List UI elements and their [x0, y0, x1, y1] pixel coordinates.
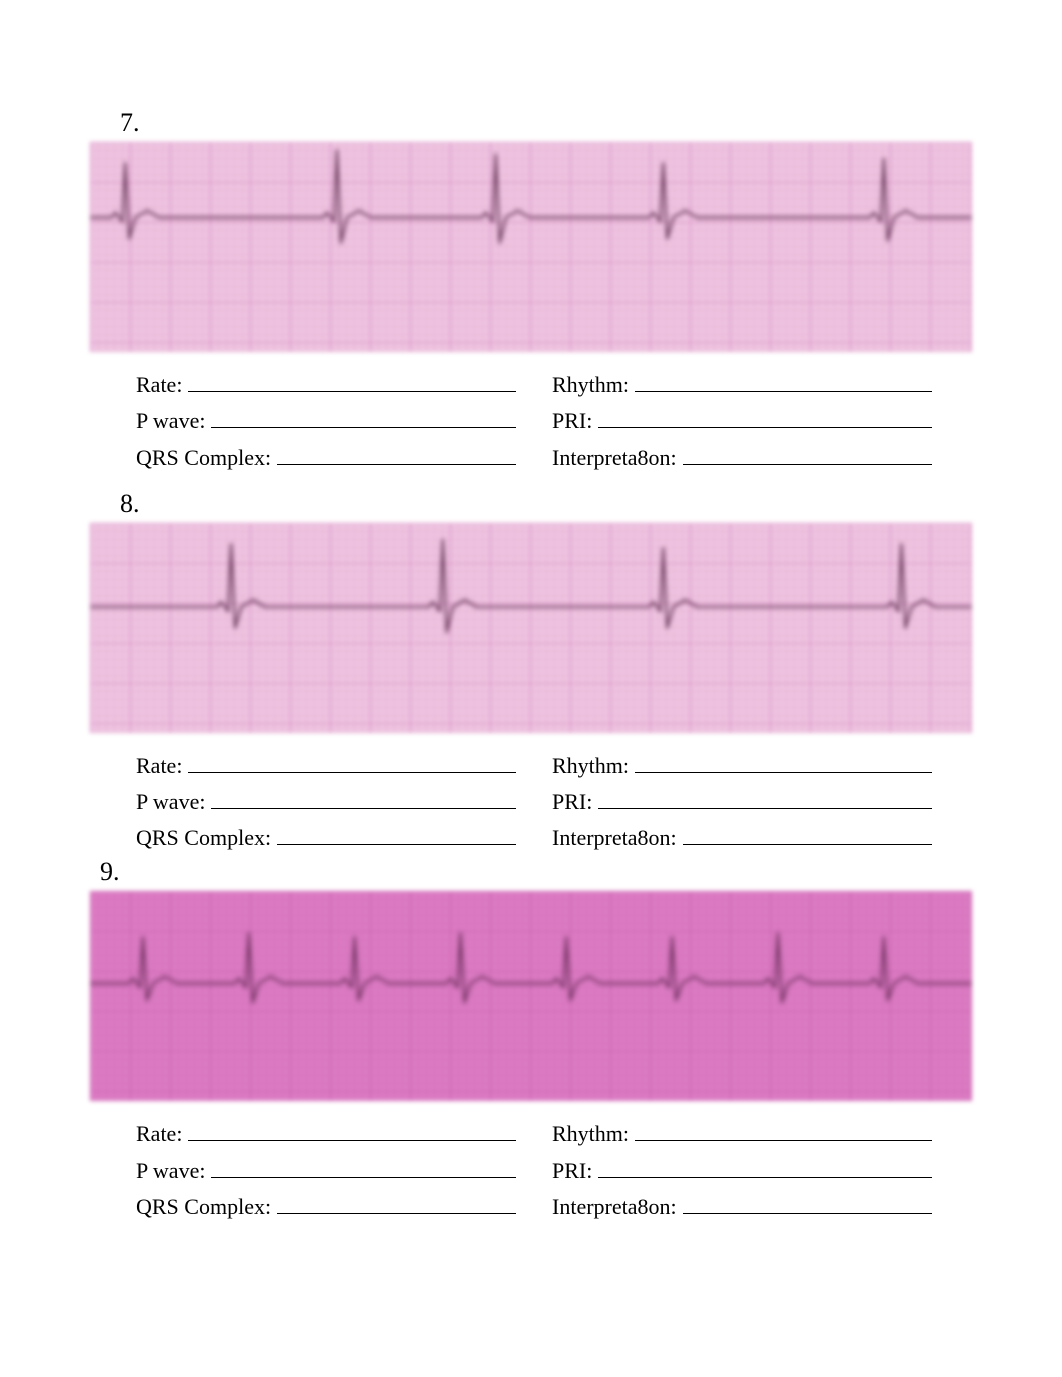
answer-fields: Rate: P wave: QRS Complex: Rhythm: PRI:: [90, 352, 972, 471]
field-label: Rate:: [136, 372, 182, 398]
fields-right-column: Rhythm: PRI: Interpreta8on:: [552, 749, 932, 852]
item-number: 8.: [120, 489, 972, 519]
field-label: Rate:: [136, 753, 182, 779]
field-pri: PRI:: [552, 404, 932, 434]
field-label: QRS Complex:: [136, 1194, 271, 1220]
blank-line[interactable]: [188, 368, 516, 392]
field-rhythm: Rhythm:: [552, 1117, 932, 1147]
field-rhythm: Rhythm:: [552, 368, 932, 398]
blank-line[interactable]: [211, 404, 516, 428]
fields-right-column: Rhythm: PRI: Interpreta8on:: [552, 368, 932, 471]
field-interpretation: Interpreta8on:: [552, 821, 932, 851]
field-qrs-complex: QRS Complex:: [136, 440, 516, 470]
field-interpretation: Interpreta8on:: [552, 440, 932, 470]
field-rhythm: Rhythm:: [552, 749, 932, 779]
blank-line[interactable]: [188, 1117, 516, 1141]
field-pri: PRI:: [552, 785, 932, 815]
field-pri: PRI:: [552, 1153, 932, 1183]
answer-fields: Rate: P wave: QRS Complex: Rhythm: PRI:: [90, 1101, 972, 1220]
blank-line[interactable]: [211, 785, 516, 809]
item-number: 9.: [100, 857, 972, 887]
worksheet-page: 7. Rate: P wave: QRS Complex: Rhythm:: [0, 0, 1062, 1280]
blank-line[interactable]: [683, 821, 932, 845]
blank-line[interactable]: [598, 785, 932, 809]
field-label: QRS Complex:: [136, 445, 271, 471]
field-qrs-complex: QRS Complex:: [136, 821, 516, 851]
blank-line[interactable]: [277, 1190, 516, 1214]
item-number: 7.: [120, 108, 972, 138]
field-rate: Rate:: [136, 749, 516, 779]
fields-left-column: Rate: P wave: QRS Complex:: [136, 749, 516, 852]
field-label: P wave:: [136, 789, 205, 815]
field-label: Interpreta8on:: [552, 1194, 677, 1220]
fields-left-column: Rate: P wave: QRS Complex:: [136, 368, 516, 471]
field-label: Rhythm:: [552, 753, 629, 779]
ecg-canvas: [90, 142, 972, 352]
field-p-wave: P wave:: [136, 404, 516, 434]
field-label: P wave:: [136, 408, 205, 434]
ecg-strip: [90, 142, 972, 352]
field-rate: Rate:: [136, 368, 516, 398]
field-label: Rhythm:: [552, 372, 629, 398]
ecg-canvas: [90, 891, 972, 1101]
ecg-strip: [90, 891, 972, 1101]
field-label: Interpreta8on:: [552, 825, 677, 851]
field-label: QRS Complex:: [136, 825, 271, 851]
blank-line[interactable]: [683, 1190, 932, 1214]
blank-line[interactable]: [598, 1153, 932, 1177]
blank-line[interactable]: [635, 749, 932, 773]
fields-right-column: Rhythm: PRI: Interpreta8on:: [552, 1117, 932, 1220]
blank-line[interactable]: [211, 1153, 516, 1177]
field-p-wave: P wave:: [136, 1153, 516, 1183]
blank-line[interactable]: [277, 821, 516, 845]
field-p-wave: P wave:: [136, 785, 516, 815]
ecg-strip: [90, 523, 972, 733]
blank-line[interactable]: [598, 404, 932, 428]
blank-line[interactable]: [635, 1117, 932, 1141]
ecg-canvas: [90, 523, 972, 733]
blank-line[interactable]: [277, 440, 516, 464]
field-label: PRI:: [552, 408, 592, 434]
field-label: P wave:: [136, 1158, 205, 1184]
blank-line[interactable]: [635, 368, 932, 392]
fields-left-column: Rate: P wave: QRS Complex:: [136, 1117, 516, 1220]
field-label: Rate:: [136, 1121, 182, 1147]
field-rate: Rate:: [136, 1117, 516, 1147]
field-label: PRI:: [552, 1158, 592, 1184]
blank-line[interactable]: [188, 749, 516, 773]
answer-fields: Rate: P wave: QRS Complex: Rhythm: PRI:: [90, 733, 972, 852]
field-qrs-complex: QRS Complex:: [136, 1190, 516, 1220]
field-label: PRI:: [552, 789, 592, 815]
field-label: Rhythm:: [552, 1121, 629, 1147]
blank-line[interactable]: [683, 440, 932, 464]
field-interpretation: Interpreta8on:: [552, 1190, 932, 1220]
field-label: Interpreta8on:: [552, 445, 677, 471]
